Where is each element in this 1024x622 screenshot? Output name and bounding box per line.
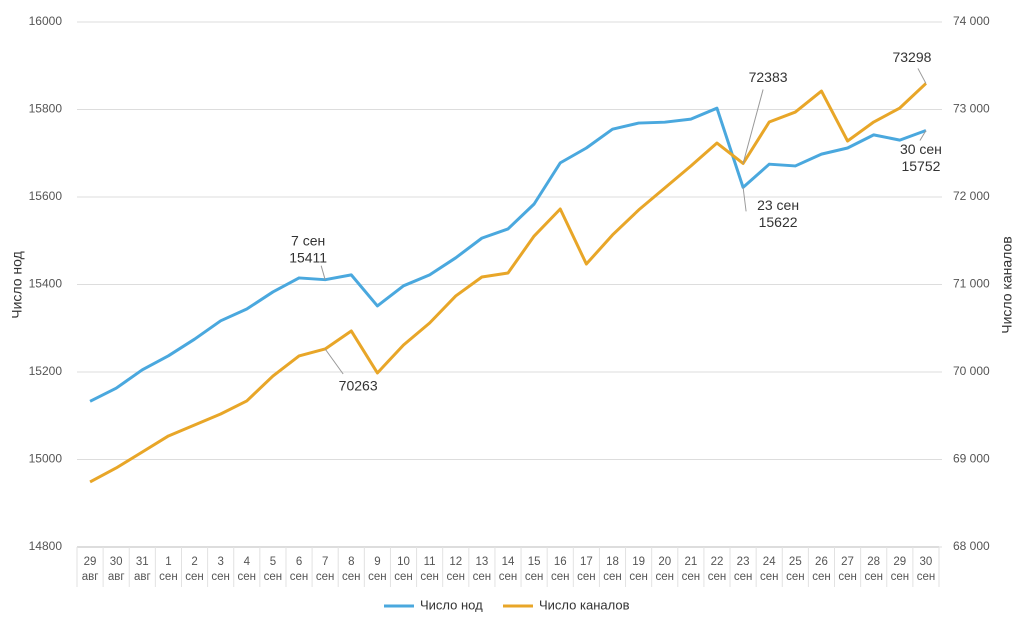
annotation-category: 23 сен bbox=[757, 197, 799, 213]
y2-tick-label: 72 000 bbox=[953, 189, 990, 203]
annotation-leader bbox=[324, 348, 344, 375]
x-tick-label: 26 сен bbox=[812, 556, 831, 583]
y-axis-title: Число нод bbox=[9, 251, 25, 319]
legend-label: Число нод bbox=[420, 597, 483, 612]
x-tick-label: 20 сен bbox=[655, 556, 674, 583]
y2-tick-label: 69 000 bbox=[953, 452, 990, 466]
annotation-leader bbox=[742, 187, 747, 212]
x-tick-label: 29 сен bbox=[890, 556, 910, 583]
x-tick-label: 21 сен bbox=[681, 556, 701, 583]
annotation-value: 73298 bbox=[892, 49, 931, 65]
x-tick-label: 22 сен bbox=[707, 556, 727, 583]
annotation-leader bbox=[320, 265, 326, 280]
x-tick-label: 14 сен bbox=[498, 556, 518, 583]
y-tick-label: 15600 bbox=[29, 189, 63, 203]
annotation-value: 70263 bbox=[339, 378, 378, 394]
x-tick-label: 10 сен bbox=[394, 556, 413, 583]
y-tick-label: 15800 bbox=[29, 102, 63, 116]
y-tick-label: 15200 bbox=[29, 364, 63, 378]
x-tick-label: 16 сен bbox=[550, 556, 570, 583]
x-tick-label: 5 сен bbox=[263, 556, 283, 583]
x-tick-label: 28 сен bbox=[864, 556, 883, 583]
y-tick-label: 15000 bbox=[29, 452, 63, 466]
series-line bbox=[89, 106, 927, 403]
annotation-leader bbox=[742, 89, 764, 164]
x-tick-label: 18 сен bbox=[603, 556, 622, 583]
annotation-value: 72383 bbox=[749, 69, 788, 85]
y-tick-label: 15400 bbox=[29, 277, 63, 291]
x-tick-label: 27 сен bbox=[838, 556, 857, 583]
x-tick-label: 31 авг bbox=[133, 556, 151, 583]
annotation-value: 15622 bbox=[759, 214, 798, 230]
y2-tick-label: 68 000 bbox=[953, 539, 990, 553]
y2-tick-label: 70 000 bbox=[953, 364, 990, 378]
x-tick-label: 11 сен bbox=[420, 556, 439, 583]
x-tick-label: 1 сен bbox=[159, 556, 178, 583]
x-tick-label: 8 сен bbox=[342, 556, 361, 583]
annotation-leader bbox=[919, 130, 927, 141]
x-tick-label: 2 сен bbox=[185, 556, 204, 583]
x-tick-label: 9 сен bbox=[368, 556, 387, 583]
x-tick-label: 15 сен bbox=[524, 556, 544, 583]
x-tick-label: 17 сен bbox=[577, 556, 596, 583]
annotation-value: 15411 bbox=[289, 249, 327, 265]
y-tick-label: 16000 bbox=[29, 14, 63, 28]
annotation-category: 7 сен bbox=[291, 232, 325, 248]
y-tick-label: 14800 bbox=[29, 539, 63, 553]
x-tick-label: 3 сен bbox=[211, 556, 230, 583]
series-line bbox=[89, 82, 927, 484]
x-tick-label: 6 сен bbox=[289, 556, 309, 583]
y2-tick-label: 71 000 bbox=[953, 277, 990, 291]
x-tick-label: 13 сен bbox=[472, 556, 492, 583]
x-tick-label: 23 сен bbox=[733, 556, 753, 583]
legend-label: Число каналов bbox=[539, 597, 630, 612]
x-tick-label: 19 сен bbox=[629, 556, 648, 583]
y2-tick-label: 73 000 bbox=[953, 102, 990, 116]
x-tick-label: 24 сен bbox=[759, 556, 779, 583]
x-tick-label: 30 авг bbox=[107, 556, 125, 583]
annotation-leader bbox=[917, 68, 927, 84]
y2-tick-label: 74 000 bbox=[953, 14, 990, 28]
x-tick-label: 25 сен bbox=[786, 556, 805, 583]
annotation-category: 30 сен bbox=[900, 141, 942, 157]
y2-axis-title: Число каналов bbox=[999, 236, 1015, 333]
x-tick-label: 12 сен bbox=[446, 556, 466, 583]
annotation-value: 15752 bbox=[901, 158, 940, 174]
x-tick-label: 30 сен bbox=[916, 556, 936, 583]
x-tick-label: 7 сен bbox=[315, 556, 335, 583]
x-tick-label: 29 авг bbox=[81, 556, 99, 583]
x-tick-label: 4 сен bbox=[237, 556, 257, 583]
